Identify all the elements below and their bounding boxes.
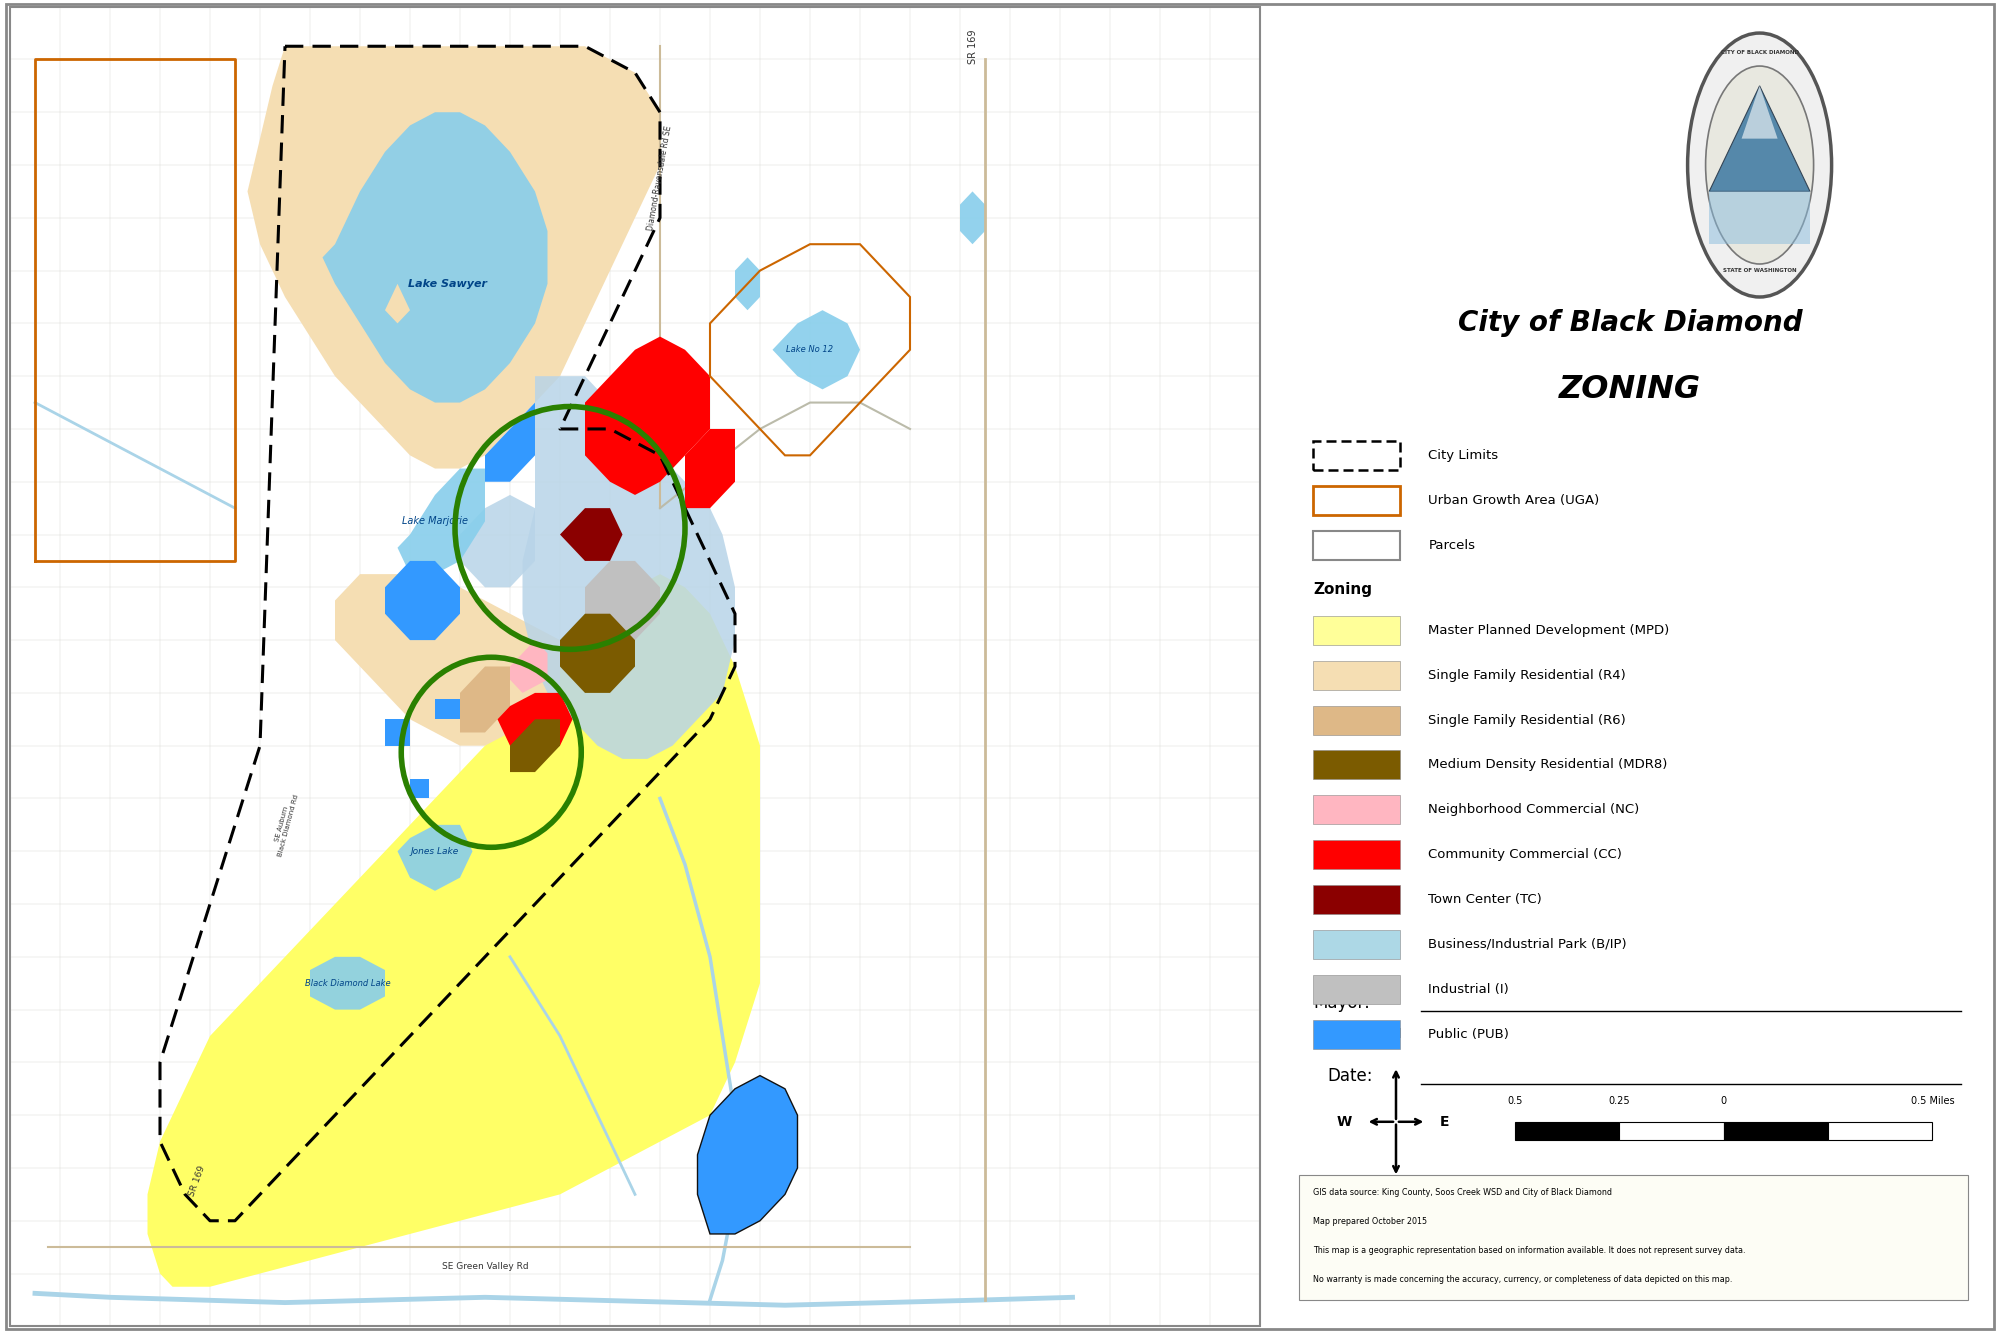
Polygon shape [772,311,860,389]
Text: Industrial (I): Industrial (I) [1428,982,1510,996]
Circle shape [1688,33,1832,297]
Bar [1314,750,1400,780]
Bar [1314,441,1400,469]
Text: Date:: Date: [1328,1066,1374,1085]
Bar [1314,485,1400,515]
Polygon shape [384,284,410,324]
Text: 0.25: 0.25 [1608,1096,1630,1106]
Bar [410,778,428,798]
Polygon shape [510,640,548,693]
Bar [1314,661,1400,689]
Text: W: W [1336,1114,1352,1129]
Polygon shape [510,720,560,772]
Text: Zoning: Zoning [1314,583,1372,597]
Text: GIS data source: King County, Soos Creek WSD and City of Black Diamond: GIS data source: King County, Soos Creek… [1314,1188,1612,1197]
Text: Single Family Residential (R4): Single Family Residential (R4) [1428,669,1626,681]
Polygon shape [698,1076,798,1234]
Text: No warranty is made concerning the accuracy, currency, or completeness of data d: No warranty is made concerning the accur… [1314,1274,1732,1284]
Bar [1314,531,1400,560]
Polygon shape [310,957,384,1009]
Text: Urban Growth Area (UGA): Urban Growth Area (UGA) [1428,493,1600,507]
Text: Parcels: Parcels [1428,539,1476,552]
Text: 0.5: 0.5 [1508,1096,1522,1106]
Bar [436,700,460,720]
Text: S: S [1392,1202,1400,1216]
Text: Master Planned Development (MPD): Master Planned Development (MPD) [1428,624,1670,637]
Text: Business/Industrial Park (B/IP): Business/Industrial Park (B/IP) [1428,938,1628,950]
Bar [1314,840,1400,869]
Text: 0: 0 [1720,1096,1726,1106]
Text: Lake Marjorie: Lake Marjorie [402,516,468,527]
Polygon shape [1710,85,1810,192]
Text: Lake Sawyer: Lake Sawyer [408,279,488,289]
Polygon shape [460,495,536,588]
Bar [1314,1020,1400,1049]
Polygon shape [584,336,710,495]
Polygon shape [148,575,760,1286]
Text: Lake No 12: Lake No 12 [786,345,834,355]
Bar [1314,705,1400,734]
Polygon shape [560,613,636,693]
Bar [1724,1122,1828,1140]
Polygon shape [960,192,984,244]
Text: Town Center (TC): Town Center (TC) [1428,893,1542,906]
Text: Neighborhood Commercial (NC): Neighborhood Commercial (NC) [1428,804,1640,816]
Text: Public (PUB): Public (PUB) [1428,1028,1510,1041]
Polygon shape [384,561,460,640]
Text: Map prepared October 2015: Map prepared October 2015 [1314,1217,1428,1226]
Text: 0.5 Miles: 0.5 Miles [1910,1096,1954,1106]
Text: STATE OF WASHINGTON: STATE OF WASHINGTON [1722,268,1796,273]
Bar [1620,1122,1724,1140]
Text: SE Green Valley Rd: SE Green Valley Rd [442,1262,528,1272]
Text: Jones Lake: Jones Lake [410,846,460,856]
Text: Diamond-Ravensdale Rd SE: Diamond-Ravensdale Rd SE [646,125,674,232]
Text: City of Black Diamond: City of Black Diamond [1458,309,1802,337]
Bar [1298,1174,1968,1300]
Bar [1314,974,1400,1004]
Text: ZONING: ZONING [1558,373,1702,405]
Text: Mayor:: Mayor: [1314,994,1370,1012]
Polygon shape [248,47,660,468]
Bar [1514,1122,1620,1140]
Polygon shape [498,693,572,758]
Text: Medium Density Residential (MDR8): Medium Density Residential (MDR8) [1428,758,1668,772]
Bar [1314,885,1400,914]
Polygon shape [336,575,560,745]
Text: SR 169: SR 169 [968,29,978,64]
Bar [1314,930,1400,958]
Text: N: N [1390,1028,1402,1041]
Text: CITY OF BLACK DIAMOND: CITY OF BLACK DIAMOND [1720,51,1798,56]
Polygon shape [1710,192,1810,244]
Bar [1828,1122,1932,1140]
Text: Single Family Residential (R6): Single Family Residential (R6) [1428,713,1626,726]
Polygon shape [522,376,736,758]
Text: Black Diamond Lake: Black Diamond Lake [304,978,390,988]
Polygon shape [460,666,510,732]
Text: SR 169: SR 169 [188,1165,208,1198]
Polygon shape [484,403,536,481]
Polygon shape [684,429,736,508]
Polygon shape [736,257,760,311]
Text: E: E [1440,1114,1450,1129]
Polygon shape [398,825,472,890]
Polygon shape [1742,85,1778,139]
Text: This map is a geographic representation based on information available. It does : This map is a geographic representation … [1314,1246,1746,1254]
Bar [1314,796,1400,824]
Bar [1314,616,1400,645]
Bar [384,720,410,745]
Text: Community Commercial (CC): Community Commercial (CC) [1428,848,1622,861]
Text: City Limits: City Limits [1428,449,1498,461]
Polygon shape [584,561,660,640]
Polygon shape [322,112,548,403]
Polygon shape [398,468,484,575]
Polygon shape [560,508,622,561]
Text: SE Auburn
Black Diamond Rd: SE Auburn Black Diamond Rd [270,792,300,857]
Circle shape [1706,67,1814,264]
